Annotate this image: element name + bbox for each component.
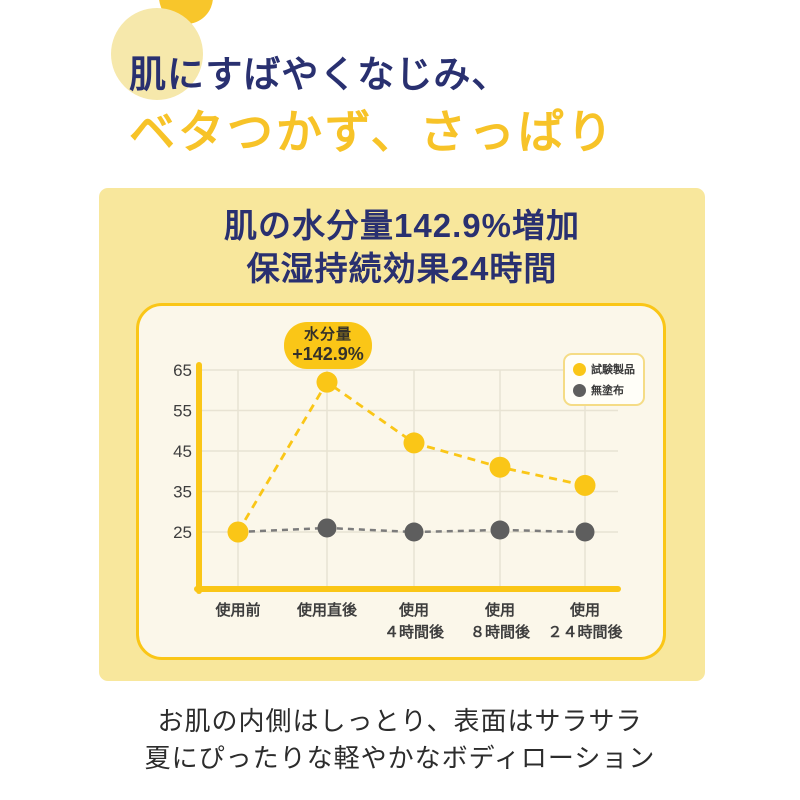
chart-card: 65 55 45 35 25 使用前 使用直後 使用 ４時間後 使用 ８時間後 使用 ２４時間後 水分量…	[136, 303, 666, 660]
svg-text:55: 55	[173, 402, 192, 421]
svg-text:使用直後: 使用直後	[296, 601, 358, 619]
moisture-line-chart: 65 55 45 35 25 使用前 使用直後 使用 ４時間後 使用 ８時間後 使用 ２４時間後	[136, 303, 666, 660]
hero-headline-bottom: ベタつかず、さっぱり	[129, 106, 616, 158]
panel-title: 肌の水分量142.9%増加 保湿持続効果24時間	[99, 188, 705, 290]
svg-text:35: 35	[173, 483, 192, 502]
legend-item-product: 試験製品	[573, 361, 635, 377]
svg-text:４時間後: ４時間後	[384, 623, 445, 641]
svg-text:使用前: 使用前	[214, 601, 260, 619]
svg-text:使用: 使用	[484, 601, 515, 619]
annotation-value: +142.9%	[292, 344, 364, 364]
svg-text:65: 65	[173, 361, 192, 380]
hero-headline-top: 肌にすばやくなじみ、	[129, 54, 510, 95]
annotation-bubble: 水分量 +142.9%	[284, 322, 372, 369]
panel-title-line2: 保湿持続効果24時間	[246, 250, 558, 287]
svg-text:45: 45	[173, 442, 192, 461]
svg-text:使用: 使用	[398, 601, 429, 619]
svg-text:２４時間後: ２４時間後	[547, 623, 623, 641]
legend-item-untreated: 無塗布	[573, 382, 635, 398]
footer-text-line2: 夏にぴったりな軽やかなボディローション	[144, 743, 656, 773]
legend-swatch-product-icon	[573, 362, 586, 376]
legend-swatch-untreated-icon	[573, 383, 586, 397]
panel-title-line1: 肌の水分量142.9%増加	[224, 207, 580, 244]
footer-text-line1: お肌の内側はしっとり、表面はサラサラ	[157, 706, 643, 736]
svg-text:使用: 使用	[569, 601, 600, 619]
svg-text:25: 25	[173, 523, 192, 542]
annotation-label: 水分量	[303, 326, 352, 343]
chart-legend: 試験製品 無塗布	[563, 353, 645, 406]
decor-circle-large	[111, 8, 203, 100]
result-panel: 肌の水分量142.9%増加 保湿持続効果24時間 65 55 45 35 25 使用前 使用…	[99, 188, 705, 681]
svg-text:８時間後: ８時間後	[470, 623, 531, 641]
legend-label-untreated: 無塗布	[591, 385, 624, 397]
legend-label-product: 試験製品	[591, 364, 635, 376]
